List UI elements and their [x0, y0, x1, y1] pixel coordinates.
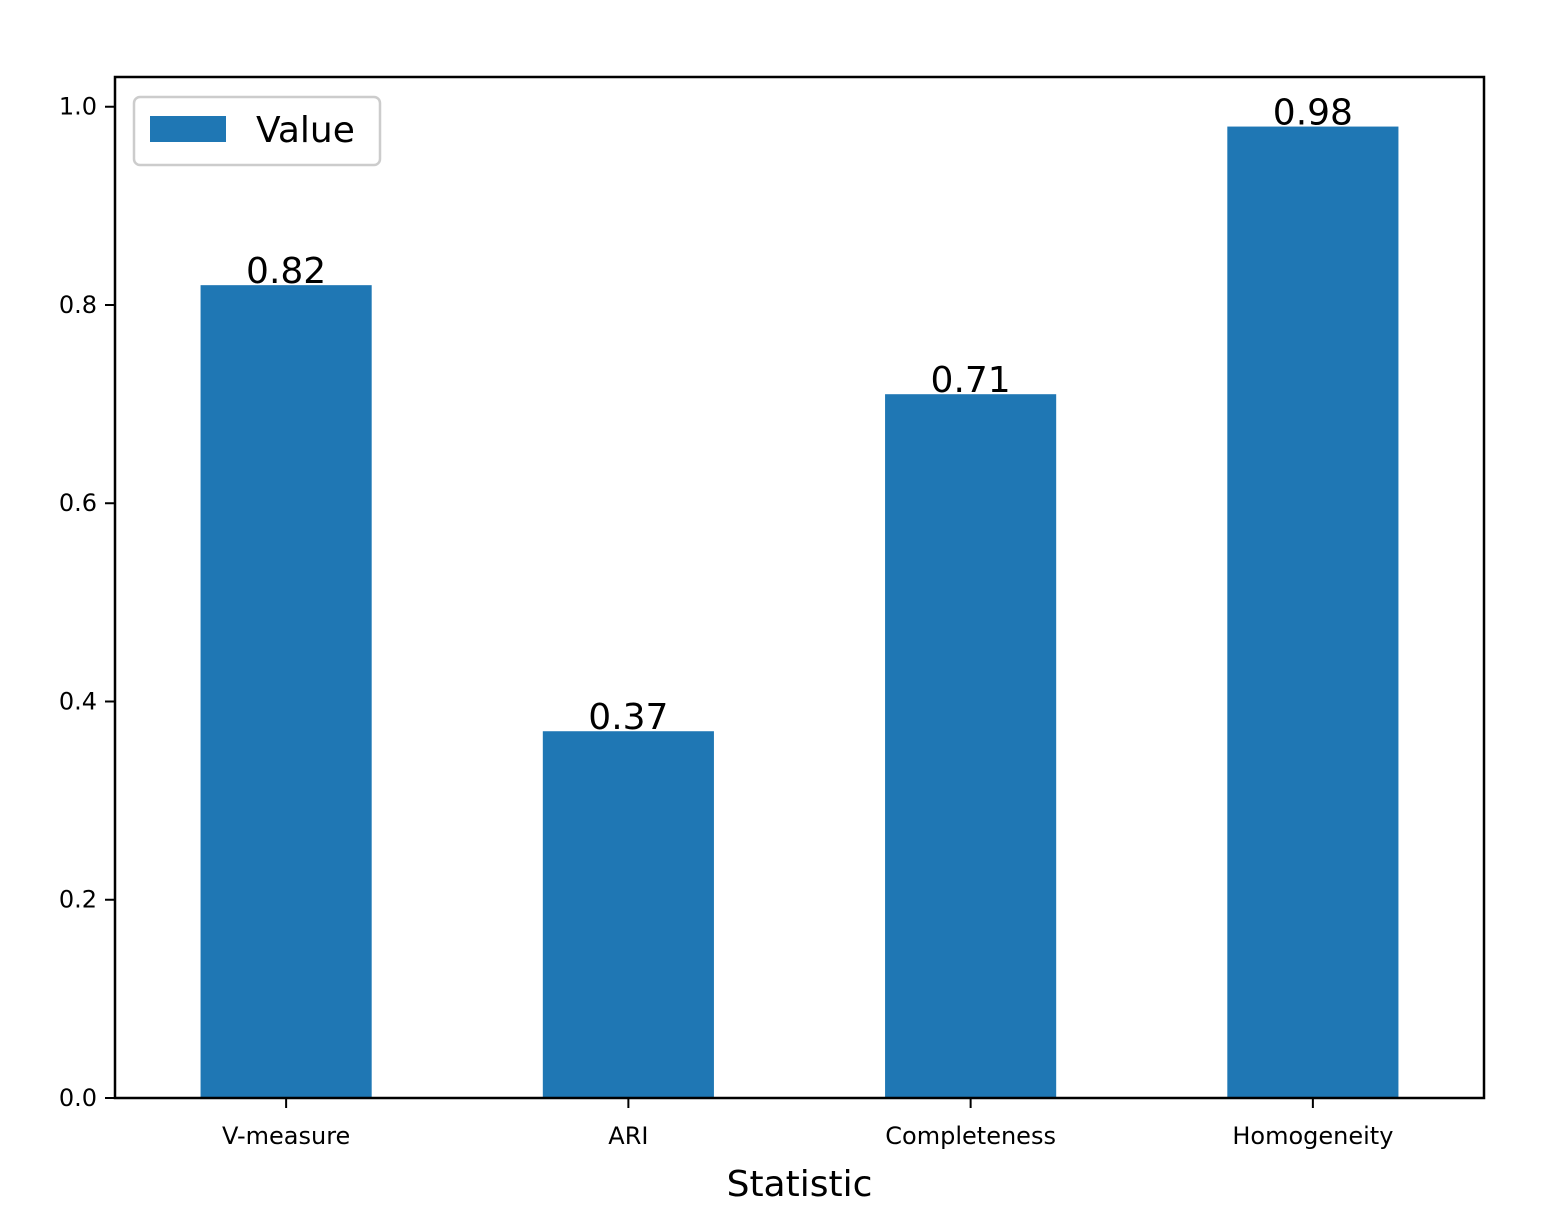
bars-layer [200, 126, 1399, 1099]
y-tick-label: 0.4 [59, 687, 97, 715]
data-labels-layer: 0.82 0.37 0.71 0.98 [246, 93, 1353, 739]
legend-swatch [150, 116, 226, 142]
bar-homogeneity [1227, 126, 1399, 1098]
legend: Value [132, 95, 382, 167]
x-axis-title: Statistic [727, 1164, 873, 1205]
data-label: 0.98 [1273, 93, 1353, 134]
data-label: 0.37 [588, 697, 668, 738]
y-tick-label: 0.6 [59, 489, 97, 517]
bar-ari [542, 731, 714, 1098]
y-tick-label: 0.2 [59, 886, 97, 914]
x-tick-label: V-measure [222, 1122, 350, 1150]
x-tick-label: Homogeneity [1232, 1122, 1393, 1150]
y-tick-label: 0.8 [59, 291, 97, 319]
legend-label: Value [256, 110, 355, 151]
plot-frame [113, 75, 1486, 1100]
data-label: 0.82 [246, 251, 326, 292]
legend-box [132, 95, 382, 167]
y-axis: 0.0 0.2 0.4 0.6 0.8 1.0 [59, 93, 115, 1112]
bar-v-measure [200, 285, 372, 1098]
x-tick-label: Completeness [885, 1122, 1056, 1150]
data-label: 0.71 [931, 360, 1011, 401]
x-tick-label: ARI [608, 1122, 648, 1150]
y-tick-label: 0.0 [59, 1084, 97, 1112]
bar-completeness [885, 394, 1057, 1099]
y-tick-label: 1.0 [59, 93, 97, 121]
x-axis: V-measure ARI Completeness Homogeneity [222, 1098, 1393, 1150]
